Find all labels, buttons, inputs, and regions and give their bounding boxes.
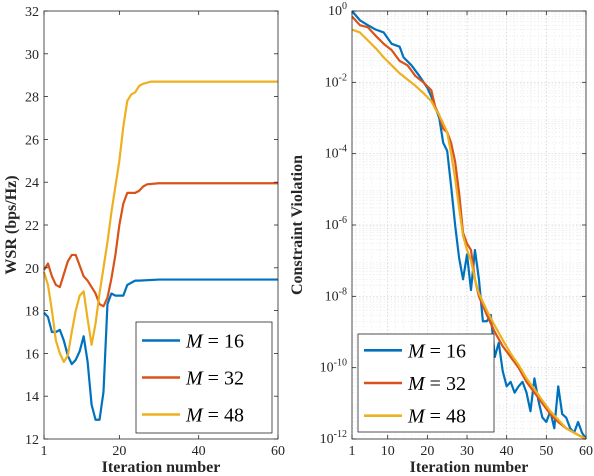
series-line-2 (43, 182, 278, 308)
legend-label: M = 16 (407, 340, 466, 362)
x-tick-label: 50 (539, 444, 553, 459)
y-tick-label: 28 (25, 91, 39, 106)
x-tick-label: 20 (112, 444, 126, 459)
y-axis-label: WSR (bps/Hz) (3, 175, 20, 274)
y-tick-label: 22 (25, 219, 39, 234)
legend-label: M = 48 (185, 405, 244, 427)
constraint-violation-chart: 10-12 10-10 10-8 10-6 10-4 10-2 100 1 10 20 30 40 50… (289, 1, 593, 476)
y-tick-label: 18 (25, 305, 39, 320)
x-tick-label: 30 (460, 444, 474, 459)
y-axis-label: Constraint Violation (289, 155, 306, 295)
series-line-3 (42, 80, 278, 364)
wsr-chart: 12 14 16 18 20 22 24 26 28 30 32 1 20 40 60 Iteration n… (3, 5, 285, 476)
series-line-1 (351, 10, 587, 440)
y-tick-label: 16 (25, 347, 39, 362)
x-axis-label: Iteration number (102, 459, 221, 476)
series-line-2 (351, 15, 587, 440)
y-tick-label: 26 (25, 133, 39, 148)
series-line-3 (351, 28, 587, 440)
legend-label: M = 32 (185, 368, 244, 390)
y-tick-label: 20 (25, 262, 39, 277)
y-tick-label: 12 (25, 433, 39, 448)
x-tick-label: 1 (349, 444, 356, 459)
legend-label: M = 16 (185, 331, 244, 353)
x-tick-label: 10 (381, 444, 395, 459)
y-tick-label: 10-6 (325, 215, 347, 233)
y-tick-label: 30 (25, 48, 39, 63)
legend: M = 16 M = 32 M = 48 (357, 333, 495, 433)
y-tick-label: 14 (25, 390, 39, 405)
x-tick-label: 60 (271, 444, 285, 459)
y-tick-label: 10-4 (325, 144, 347, 162)
grid (351, 10, 587, 440)
x-tick-label: 40 (500, 444, 514, 459)
y-tick-label: 10-2 (325, 72, 347, 90)
y-tick-label: 10-10 (320, 358, 347, 376)
legend-label: M = 32 (407, 373, 466, 395)
legend-label: M = 48 (407, 406, 466, 428)
x-tick-label: 40 (192, 444, 206, 459)
y-tick-label: 100 (328, 1, 347, 19)
x-tick-label: 60 (579, 444, 593, 459)
series-line-1 (43, 278, 278, 421)
x-tick-label: 1 (41, 444, 48, 459)
y-tick-label: 32 (25, 5, 39, 20)
y-tick-label: 24 (25, 176, 39, 191)
y-tick-label: 10-8 (325, 286, 347, 304)
legend: M = 16 M = 32 M = 48 (135, 321, 273, 434)
x-tick-label: 20 (420, 444, 434, 459)
y-tick-label: 10-12 (320, 429, 347, 447)
x-axis-label: Iteration number (410, 459, 529, 476)
